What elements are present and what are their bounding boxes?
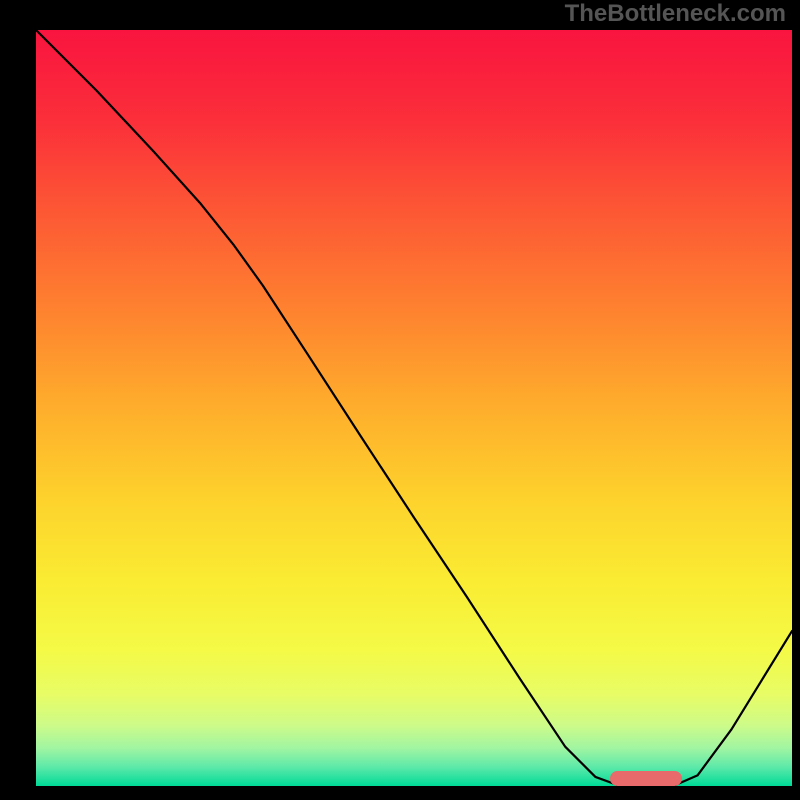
optimal-range-marker: [610, 771, 682, 787]
x-axis-frame: [0, 786, 800, 800]
right-frame: [792, 30, 800, 800]
watermark-text: TheBottleneck.com: [565, 0, 786, 28]
bottleneck-curve: [36, 30, 792, 786]
curve-path: [36, 30, 792, 785]
y-axis-frame: [0, 30, 36, 800]
chart-root: { "canvas": { "width": 800, "height": 80…: [0, 0, 800, 800]
plot-area: [36, 30, 792, 786]
